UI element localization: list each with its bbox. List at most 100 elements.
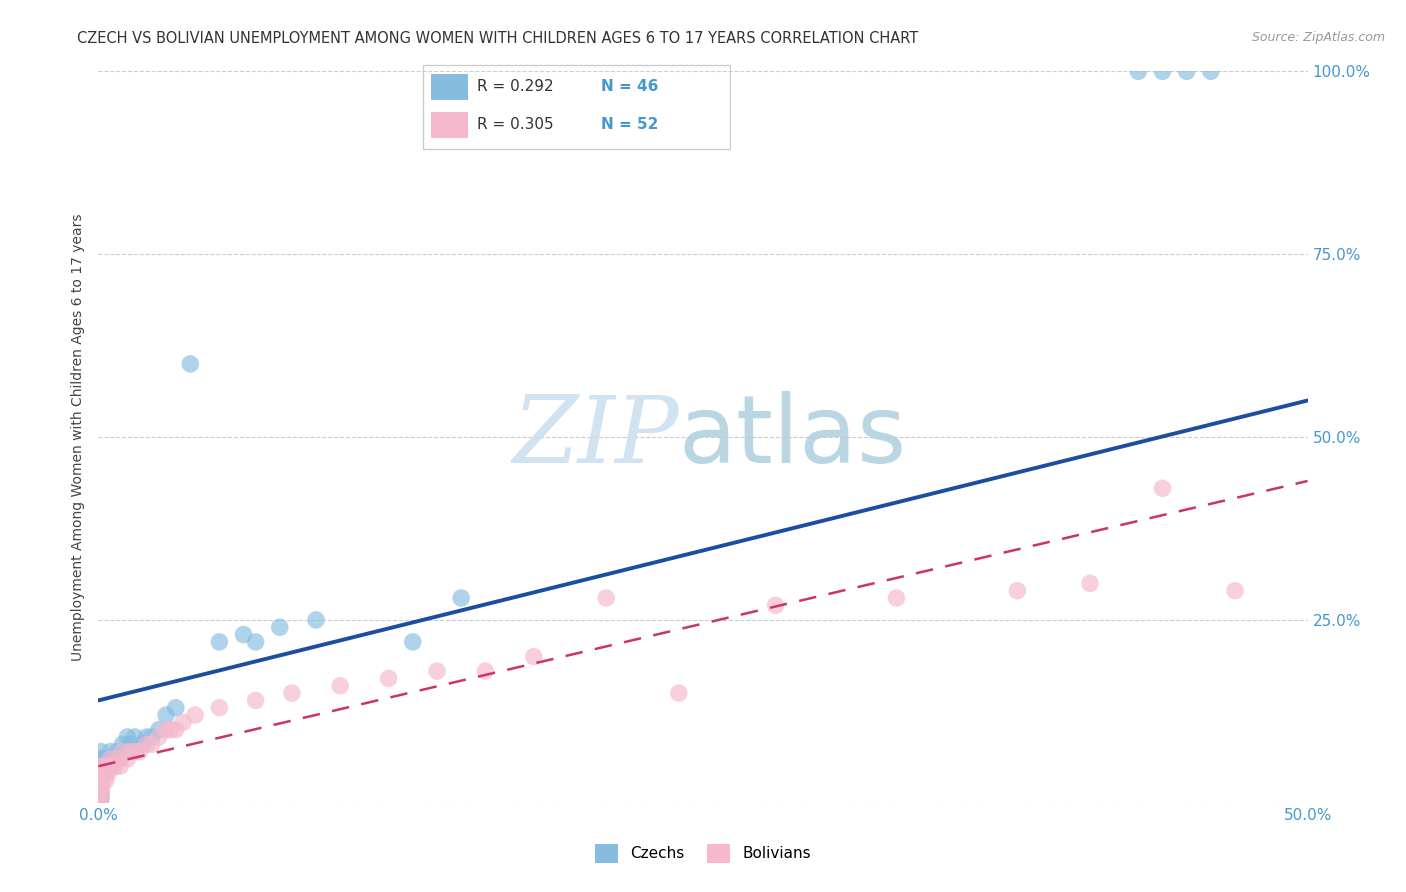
- Point: [97, 759, 120, 773]
- Text: CZECH VS BOLIVIAN UNEMPLOYMENT AMONG WOMEN WITH CHILDREN AGES 6 TO 17 YEARS CORR: CZECH VS BOLIVIAN UNEMPLOYMENT AMONG WOM…: [77, 31, 918, 46]
- Point: [1199, 64, 1222, 78]
- Point: [94, 759, 117, 773]
- Point: [208, 700, 231, 714]
- Point: [474, 664, 496, 678]
- Point: [97, 766, 120, 780]
- Point: [155, 708, 177, 723]
- Point: [160, 723, 183, 737]
- Point: [97, 759, 120, 773]
- Point: [1128, 64, 1150, 78]
- Point: [269, 620, 291, 634]
- Point: [91, 766, 114, 780]
- FancyBboxPatch shape: [432, 112, 468, 138]
- Text: N = 52: N = 52: [602, 118, 658, 132]
- Point: [90, 785, 112, 799]
- Point: [108, 752, 131, 766]
- Point: [90, 789, 112, 803]
- Point: [179, 357, 201, 371]
- Point: [90, 792, 112, 806]
- Point: [107, 745, 129, 759]
- Point: [155, 723, 177, 737]
- Point: [90, 752, 112, 766]
- Point: [135, 730, 157, 744]
- Text: ZIP: ZIP: [512, 392, 679, 482]
- Point: [90, 778, 112, 792]
- Point: [208, 635, 231, 649]
- Point: [245, 693, 267, 707]
- Point: [91, 766, 114, 780]
- Point: [90, 759, 112, 773]
- Point: [1223, 583, 1246, 598]
- Point: [100, 752, 122, 766]
- Point: [165, 723, 187, 737]
- Point: [886, 591, 908, 605]
- Point: [90, 792, 112, 806]
- Point: [91, 752, 114, 766]
- Point: [104, 752, 127, 766]
- Point: [184, 708, 207, 723]
- Point: [124, 745, 146, 759]
- Point: [172, 715, 194, 730]
- Point: [148, 723, 170, 737]
- FancyBboxPatch shape: [432, 74, 468, 101]
- Text: R = 0.305: R = 0.305: [478, 118, 554, 132]
- Point: [141, 737, 163, 751]
- Point: [245, 635, 267, 649]
- Point: [107, 752, 129, 766]
- Point: [90, 781, 112, 796]
- Point: [135, 737, 157, 751]
- Point: [426, 664, 449, 678]
- Point: [91, 773, 114, 788]
- Text: Source: ZipAtlas.com: Source: ZipAtlas.com: [1251, 31, 1385, 45]
- Point: [94, 766, 117, 780]
- Point: [523, 649, 546, 664]
- Point: [124, 730, 146, 744]
- Point: [90, 766, 112, 780]
- Point: [668, 686, 690, 700]
- Point: [111, 745, 134, 759]
- Point: [90, 785, 112, 799]
- Point: [1152, 64, 1174, 78]
- Point: [91, 759, 114, 773]
- Point: [100, 759, 122, 773]
- Legend: Czechs, Bolivians: Czechs, Bolivians: [589, 838, 817, 869]
- Point: [100, 752, 122, 766]
- Point: [1007, 583, 1029, 598]
- Point: [90, 781, 112, 796]
- Point: [104, 759, 127, 773]
- Text: atlas: atlas: [679, 391, 907, 483]
- Point: [450, 591, 472, 605]
- Point: [1152, 481, 1174, 495]
- Point: [108, 759, 131, 773]
- Point: [97, 752, 120, 766]
- Point: [90, 745, 112, 759]
- Point: [90, 773, 112, 788]
- Point: [90, 766, 112, 780]
- Point: [90, 778, 112, 792]
- Point: [94, 766, 117, 780]
- Point: [100, 745, 122, 759]
- Text: N = 46: N = 46: [602, 79, 658, 95]
- Point: [117, 730, 139, 744]
- Point: [101, 759, 124, 773]
- Point: [91, 759, 114, 773]
- Point: [765, 599, 787, 613]
- Point: [118, 745, 141, 759]
- Point: [90, 789, 112, 803]
- Text: R = 0.292: R = 0.292: [478, 79, 554, 95]
- Point: [90, 773, 112, 788]
- Point: [118, 737, 141, 751]
- Point: [377, 672, 399, 686]
- Point: [1175, 64, 1198, 78]
- Point: [90, 763, 112, 777]
- Point: [305, 613, 328, 627]
- Point: [131, 737, 153, 751]
- Point: [128, 745, 150, 759]
- Point: [148, 730, 170, 744]
- Point: [94, 773, 117, 788]
- Point: [402, 635, 425, 649]
- Point: [100, 759, 122, 773]
- Point: [90, 770, 112, 784]
- Point: [165, 700, 187, 714]
- Point: [114, 745, 136, 759]
